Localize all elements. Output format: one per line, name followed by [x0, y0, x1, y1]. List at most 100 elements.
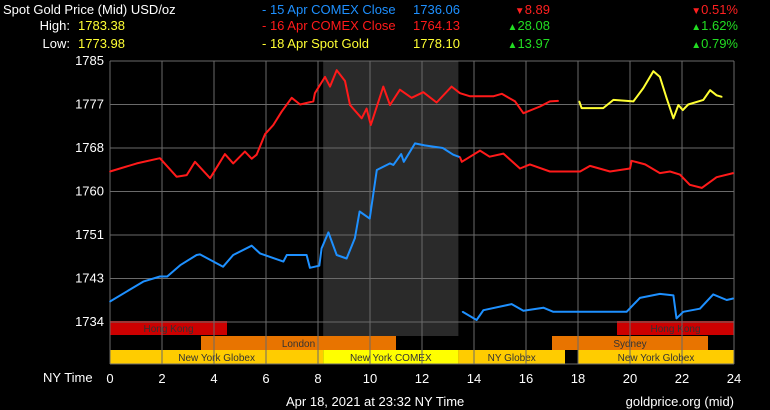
data-point	[659, 172, 661, 174]
data-point	[681, 109, 684, 111]
data-point	[675, 317, 678, 320]
series-4	[461, 292, 735, 321]
series-line	[578, 70, 723, 120]
x-tick-label: 2	[158, 371, 165, 386]
data-point	[549, 170, 551, 173]
data-point	[669, 170, 671, 173]
data-point	[389, 162, 391, 165]
x-tick-label: 10	[363, 371, 377, 386]
legend-label: - 15 Apr COMEX Close	[262, 2, 396, 17]
data-point	[250, 157, 253, 160]
data-point	[700, 187, 703, 189]
data-point	[194, 161, 196, 163]
data-point	[672, 117, 675, 120]
arrow-up-icon: ▲	[691, 40, 702, 51]
series-line	[462, 292, 734, 321]
change-pct-value: 0.51%	[701, 2, 738, 17]
data-point	[344, 80, 346, 82]
data-point	[375, 169, 378, 171]
data-point	[629, 167, 631, 170]
data-point	[392, 164, 395, 166]
data-point	[672, 294, 675, 297]
data-point	[519, 167, 521, 170]
data-point	[642, 87, 645, 89]
x-tick-label: 18	[571, 371, 585, 386]
change-value: 28.08	[517, 18, 550, 33]
data-point	[552, 310, 555, 313]
data-point	[159, 157, 161, 160]
legend-label: - 18 Apr Spot Gold	[262, 36, 369, 51]
arrow-up-icon: ▲	[691, 22, 702, 33]
data-point	[522, 112, 525, 114]
data-point	[632, 100, 635, 103]
session-bar	[578, 350, 734, 364]
data-point	[318, 264, 321, 267]
data-point	[502, 152, 505, 155]
data-point	[557, 100, 560, 102]
data-point	[542, 306, 545, 309]
comex-shade	[323, 61, 459, 336]
arrow-up-icon: ▲	[507, 22, 518, 33]
data-point	[264, 133, 266, 135]
data-point	[299, 103, 301, 106]
data-point	[702, 99, 705, 101]
legend-price: 1764.13	[413, 18, 460, 33]
data-point	[709, 89, 711, 91]
data-point	[732, 297, 735, 300]
data-point	[460, 161, 463, 163]
data-point	[175, 175, 178, 178]
series-2	[109, 69, 560, 180]
legend-change-pct: ▲1.62%	[691, 18, 738, 36]
data-point	[679, 173, 681, 176]
data-point	[687, 103, 690, 106]
data-point	[244, 150, 246, 153]
x-tick-label: 12	[415, 371, 429, 386]
data-point	[659, 76, 661, 78]
data-point	[579, 170, 581, 173]
x-tick-label: 20	[623, 371, 637, 386]
session-bar	[458, 350, 565, 364]
data-point	[609, 170, 611, 173]
data-point	[625, 310, 628, 313]
data-point	[644, 163, 646, 166]
data-point	[589, 165, 591, 167]
data-point	[195, 254, 198, 256]
y-tick-label: 1734	[75, 314, 104, 329]
data-point	[639, 297, 641, 299]
arrow-down-icon: ▼	[691, 6, 702, 17]
data-point	[414, 142, 416, 145]
data-point	[549, 100, 551, 103]
data-point	[166, 275, 168, 278]
session-label: NY Globex	[488, 353, 536, 364]
session-label: New York Globex	[618, 353, 695, 364]
session-label: Hong Kong	[650, 324, 700, 335]
data-point	[389, 104, 391, 106]
series-1	[459, 149, 735, 189]
data-point	[224, 153, 226, 155]
footer-source: goldprice.org (mid)	[625, 394, 734, 409]
data-point	[400, 153, 403, 155]
series-line	[459, 149, 734, 189]
data-point	[232, 254, 235, 256]
data-point	[185, 174, 188, 176]
data-point	[715, 94, 718, 97]
data-point	[255, 153, 258, 156]
change-pct-value: 1.62%	[701, 18, 738, 33]
data-point	[715, 176, 718, 178]
data-point	[179, 264, 181, 266]
data-point	[659, 293, 661, 295]
data-point	[312, 100, 315, 103]
x-tick-label: 8	[314, 371, 321, 386]
y-tick-label: 1751	[75, 227, 104, 242]
data-point	[305, 254, 308, 256]
legend-price: 1778.10	[413, 36, 460, 51]
data-point	[335, 254, 338, 256]
data-point	[349, 104, 351, 106]
data-point	[335, 69, 338, 72]
data-point	[482, 309, 485, 312]
data-point	[475, 319, 478, 321]
x-tick-label: 6	[262, 371, 269, 386]
data-point	[469, 95, 471, 98]
data-point	[539, 105, 541, 108]
